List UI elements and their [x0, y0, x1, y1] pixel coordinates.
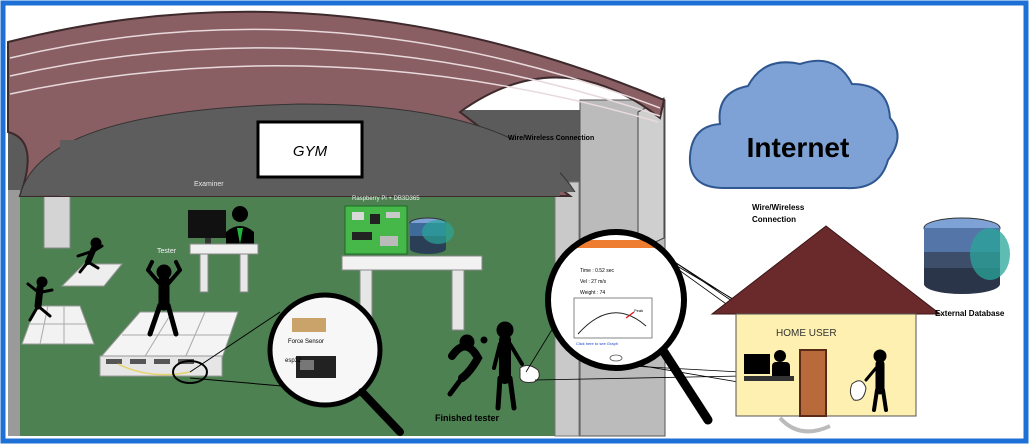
- raspberry-label: Raspberry Pi + DB3D365: [352, 196, 420, 202]
- graph-box: [573, 297, 653, 339]
- finished-tester-label: Finished tester: [435, 413, 500, 423]
- phone-magnifier-handle: [659, 347, 713, 425]
- internet-label: Internet: [747, 132, 850, 163]
- screen-line-2: Vel : 27 m/s: [580, 279, 607, 285]
- right-connection-label-line1: Wire/Wireless: [752, 203, 805, 212]
- table-leg: [239, 253, 249, 293]
- examiner-table-top: [189, 243, 259, 255]
- top-connection-label: Wire/Wireless Connection: [508, 135, 594, 142]
- house-roof: [710, 225, 942, 315]
- right-wall-panel: [637, 97, 665, 251]
- board-chip: [370, 214, 380, 224]
- peak-arrow: [625, 311, 635, 319]
- gym-sign: [256, 120, 364, 179]
- monitor: [188, 210, 226, 238]
- board-chip: [380, 236, 398, 246]
- right-connection-label-line2: Connection: [752, 215, 796, 224]
- house-path: [778, 416, 831, 434]
- app-header-bar: [566, 240, 670, 248]
- athlete-tester: [146, 260, 182, 337]
- home-visitor: [849, 349, 888, 412]
- sensor-slot: [154, 359, 170, 364]
- sensor-lens-ring: [267, 292, 383, 408]
- board-chip: [352, 232, 372, 240]
- home-user-label: HOME USER: [776, 328, 837, 339]
- examiner-station: [188, 206, 259, 293]
- graph-link[interactable]: Click here to see Graph: [576, 341, 618, 346]
- house-door: [799, 349, 827, 417]
- athlete-jumping-2: [26, 276, 54, 322]
- screen-line-3: Weight : 74: [580, 290, 605, 296]
- roof-line-2: [9, 47, 661, 117]
- examiner-head: [232, 206, 248, 222]
- magnifier-handle: [358, 388, 404, 436]
- sensor-slot: [130, 359, 146, 364]
- zoom-line: [189, 377, 283, 387]
- esp32-label: esp32: [285, 358, 302, 364]
- graph-curve: [577, 312, 647, 335]
- athlete-jumping-1: [76, 237, 104, 274]
- local-database-icon: [409, 217, 454, 254]
- mat-small: [60, 263, 124, 287]
- sensor-highlight: [172, 360, 208, 384]
- sensor-magnifier: Force Sensor esp32: [189, 292, 404, 436]
- monitor-stand: [205, 238, 211, 244]
- athletes: [26, 237, 182, 337]
- table-leg: [451, 269, 465, 331]
- sensor-wire: [117, 363, 191, 376]
- zoom-line: [189, 311, 281, 373]
- examiner-label: Examiner: [194, 181, 224, 188]
- finished-tester: [447, 321, 540, 411]
- phone-in-hand: [519, 364, 540, 383]
- home-user-head: [774, 350, 786, 362]
- external-database-icon: [923, 217, 1010, 294]
- mat-left: [21, 305, 95, 345]
- peak-label: Peak: [634, 308, 643, 313]
- force-sensor-label: Force Sensor: [288, 339, 324, 345]
- force-sensor-pad: [292, 318, 326, 332]
- home-user-house: HOME USER: [710, 225, 942, 434]
- phone-home-button: [609, 354, 623, 362]
- table-leg: [199, 253, 209, 293]
- home-user-body: [772, 362, 790, 380]
- internet-cloud: Internet: [688, 59, 899, 190]
- board-chip: [352, 212, 364, 220]
- cloud-shape: [688, 59, 899, 190]
- phone-lens-ring: [545, 229, 687, 371]
- home-monitor: [744, 354, 770, 374]
- roof-line-3: [9, 65, 659, 123]
- roof-line-1: [9, 28, 661, 109]
- examiner-tie: [237, 228, 243, 244]
- tester-label: Tester: [157, 248, 177, 255]
- sensor-slot: [106, 359, 122, 364]
- left-front-wall: [8, 190, 20, 436]
- board-chip: [386, 212, 400, 218]
- phone-magnifier: Time : 0.52 sec Vel : 27 m/s Weight : 74…: [545, 229, 713, 425]
- home-desk: [744, 376, 794, 381]
- gym-sign-text: GYM: [293, 143, 328, 160]
- screen-line-1: Time : 0.52 sec: [580, 268, 614, 274]
- visitor-phone: [849, 380, 867, 401]
- raspberry-table-top: [341, 255, 483, 271]
- external-database-label: External Database: [935, 309, 1005, 318]
- esp32-chip: [300, 360, 314, 370]
